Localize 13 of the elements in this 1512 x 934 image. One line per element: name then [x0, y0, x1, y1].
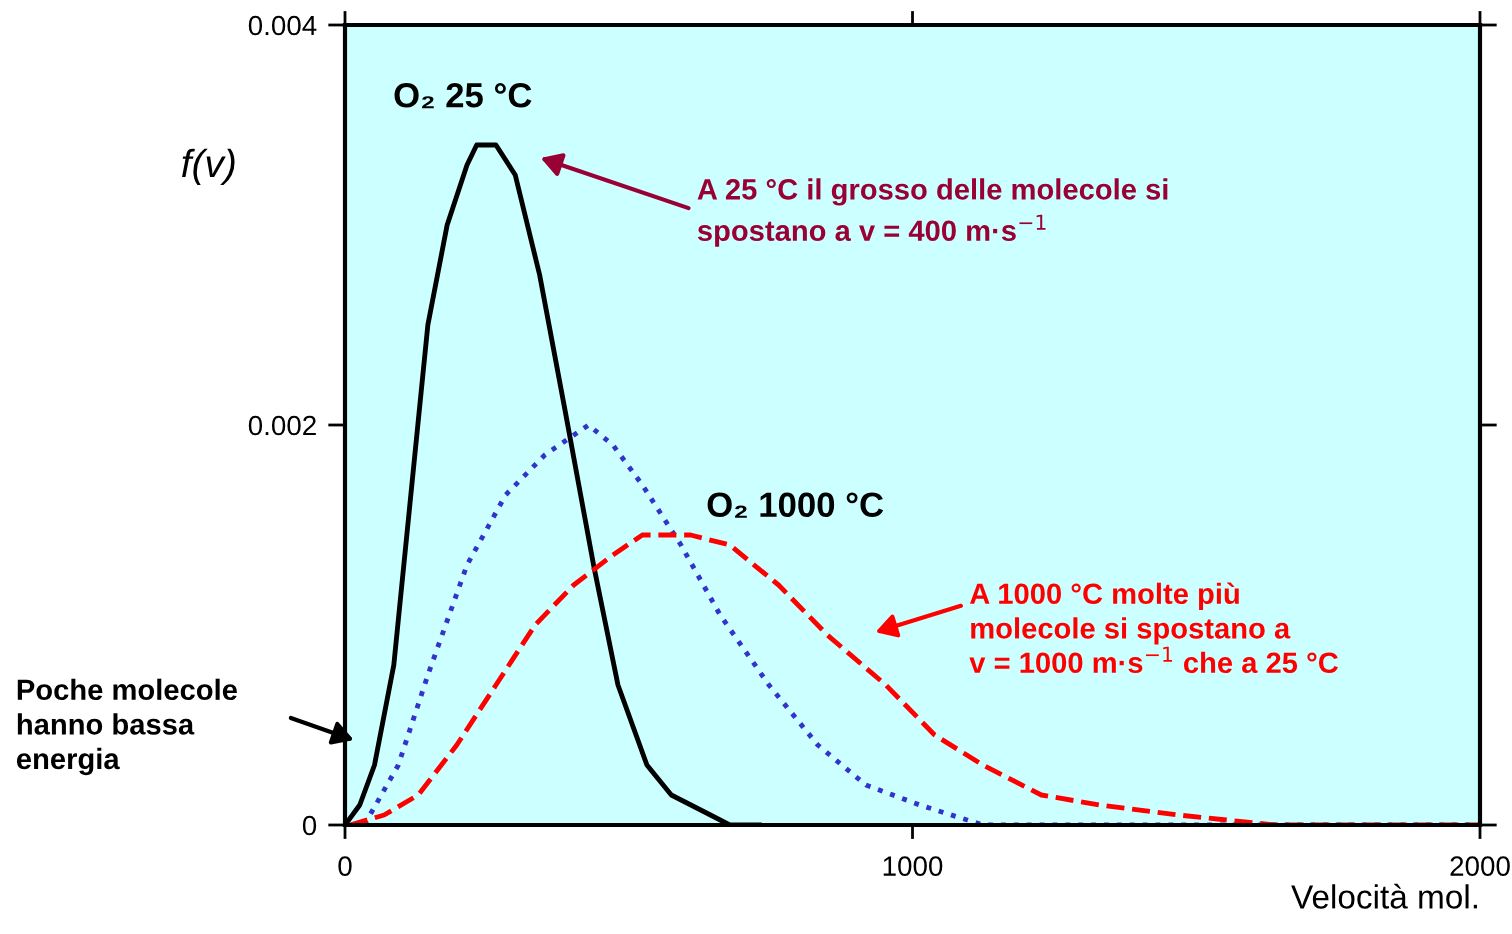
y-axis-title: f(v): [182, 148, 235, 185]
annotation: A 1000 °C molte più molecole si spostano a v = 1000 m·s$^{−1}$ che a 25 °C: [969, 582, 1339, 674]
y-tick-label: 0: [302, 815, 317, 836]
text: Poche molecole hanno bassa energia: [16, 678, 237, 776]
y-tick-label: 0.002: [248, 415, 316, 436]
series-label: O₂ 25 °C: [394, 82, 532, 109]
x-tick-label: 0: [338, 856, 352, 876]
x-tick-label: 1000: [883, 856, 943, 876]
series-label: O₂ 1000 °C: [707, 492, 884, 518]
x-axis-title: Velocità mol.: [1291, 883, 1477, 909]
x-tick-label: 2000: [1450, 856, 1510, 876]
y-tick-label: 0.004: [248, 15, 317, 36]
annotation: A 25 °C il grosso delle molecole si spostano a v = 400 m·s$^{−1}$: [697, 178, 1168, 247]
